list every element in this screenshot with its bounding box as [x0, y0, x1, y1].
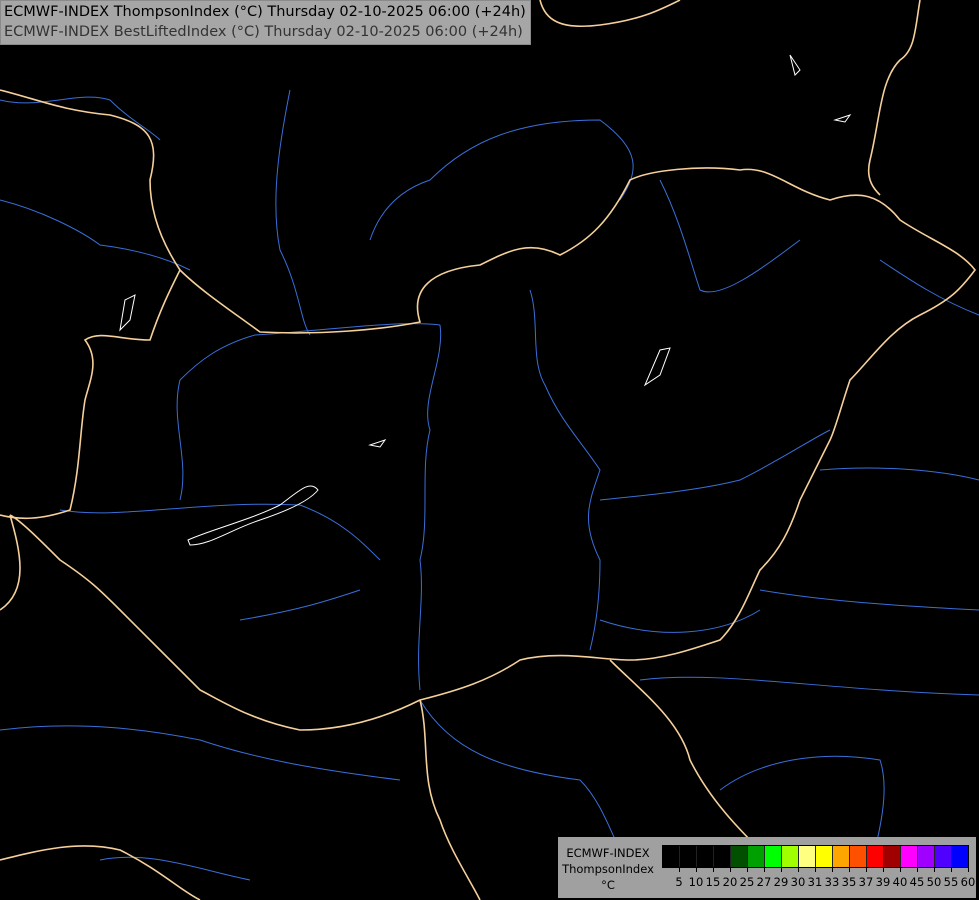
- legend-color-cell: [731, 846, 748, 867]
- legend-color-cell: [663, 846, 680, 867]
- legend-label: 5: [675, 875, 683, 889]
- legend-color-cell: [901, 846, 918, 867]
- legend-label: 27: [756, 875, 772, 889]
- legend-color-cell: [748, 846, 765, 867]
- legend-label: 15: [705, 875, 721, 889]
- title-line-thompson: ECMWF-INDEX ThompsonIndex (°C) Thursday …: [4, 4, 526, 20]
- legend-color-cell: [765, 846, 782, 867]
- legend-tick: [968, 867, 969, 872]
- legend-color-cell: [697, 846, 714, 867]
- legend-tick: [832, 867, 833, 872]
- legend-color-cell: [782, 846, 799, 867]
- legend-color-cell: [816, 846, 833, 867]
- legend-tick: [747, 867, 748, 872]
- legend-tick: [713, 867, 714, 872]
- legend-label: 35: [841, 875, 857, 889]
- legend-label: 39: [875, 875, 891, 889]
- legend-color-cell: [680, 846, 697, 867]
- map-title-box: ECMWF-INDEX ThompsonIndex (°C) Thursday …: [0, 0, 531, 45]
- legend-source: ECMWF-INDEX: [566, 846, 650, 860]
- legend-color-cell: [935, 846, 952, 867]
- legend-tick: [798, 867, 799, 872]
- legend-unit: °C: [601, 878, 615, 892]
- legend-tick: [883, 867, 884, 872]
- legend-label: 29: [773, 875, 789, 889]
- legend-tick: [951, 867, 952, 872]
- legend-tick: [781, 867, 782, 872]
- legend-color-cell: [833, 846, 850, 867]
- rivers: [0, 89, 979, 881]
- lakes: [119, 54, 852, 546]
- color-legend: ECMWF-INDEX ThompsonIndex °C 5 10 15 20 25 27…: [558, 837, 976, 898]
- legend-color-cell: [918, 846, 935, 867]
- legend-color-cell: [952, 846, 968, 867]
- legend-label: 55: [943, 875, 959, 889]
- legend-label: 45: [909, 875, 925, 889]
- legend-tick: [696, 867, 697, 872]
- legend-tick: [917, 867, 918, 872]
- legend-tick: [934, 867, 935, 872]
- legend-label: 25: [739, 875, 755, 889]
- legend-tick: [866, 867, 867, 872]
- legend-label: 50: [926, 875, 942, 889]
- legend-label: 60: [960, 875, 976, 889]
- legend-label: 40: [892, 875, 908, 889]
- legend-tick: [900, 867, 901, 872]
- legend-label: 33: [824, 875, 840, 889]
- legend-label: 20: [722, 875, 738, 889]
- legend-title: ECMWF-INDEX ThompsonIndex °C: [558, 845, 658, 893]
- legend-color-cell: [850, 846, 867, 867]
- legend-tick: [764, 867, 765, 872]
- legend-tick: [730, 867, 731, 872]
- legend-color-cell: [799, 846, 816, 867]
- legend-color-cell: [714, 846, 731, 867]
- legend-label: 10: [688, 875, 704, 889]
- legend-label: 37: [858, 875, 874, 889]
- legend-tick: [815, 867, 816, 872]
- legend-label: 30: [790, 875, 806, 889]
- legend-color-cell: [867, 846, 884, 867]
- legend-label: 31: [807, 875, 823, 889]
- legend-parameter: ThompsonIndex: [562, 862, 654, 876]
- legend-tick: [679, 867, 680, 872]
- legend-color-bar: [662, 845, 969, 868]
- title-line-bestlifted: ECMWF-INDEX BestLiftedIndex (°C) Thursda…: [4, 24, 523, 40]
- legend-tick: [849, 867, 850, 872]
- legend-color-cell: [884, 846, 901, 867]
